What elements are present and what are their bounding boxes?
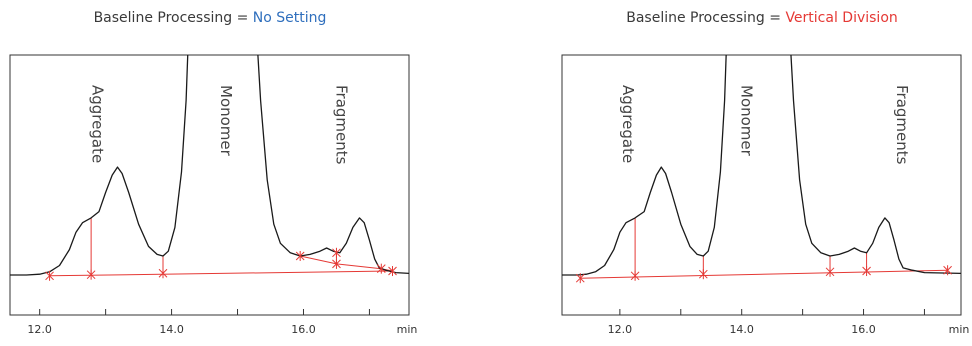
integration-marker <box>630 270 640 281</box>
x-tick-label: 12.0 <box>27 323 52 336</box>
plot-frame <box>9 54 410 316</box>
x-tick-label: 12.0 <box>608 323 633 336</box>
peak-label: Monomer <box>217 85 235 157</box>
integration-marker <box>943 265 952 276</box>
plot-area <box>10 55 409 281</box>
plot-area <box>562 55 961 284</box>
integration-marker <box>45 270 54 281</box>
peak-label: Aggregate <box>619 85 637 163</box>
peak-label: Fragments <box>333 85 351 165</box>
chart-panel-no-setting: Baseline Processing = No Setting 12.0 14.… <box>0 0 420 346</box>
chart-title-value: No Setting <box>252 10 327 26</box>
plot-frame <box>561 54 962 316</box>
baseline-segment <box>49 270 393 277</box>
integration-marker <box>862 266 871 277</box>
peak-label: Monomer <box>738 85 756 157</box>
x-axis-unit-label: min <box>397 323 418 336</box>
baseline-segment <box>300 255 393 272</box>
chart-title: Baseline Processing = Vertical Division <box>552 10 972 26</box>
integration-marker <box>825 266 835 277</box>
chromatogram-plot: 12.0 14.0 16.0 min Aggregate Monomer Fragments <box>561 54 970 336</box>
x-tick-label: 16.0 <box>291 323 316 336</box>
chart-title-prefix: Baseline Processing = <box>93 10 253 26</box>
peak-label: Aggregate <box>88 85 106 163</box>
integration-marker <box>332 247 341 258</box>
chart-title-prefix: Baseline Processing = <box>626 10 786 26</box>
x-tick-label: 16.0 <box>851 323 876 336</box>
chart-title-value: Vertical Division <box>785 10 898 26</box>
chromatogram-plot: 12.0 14.0 16.0 min Aggregate Monomer Fragments <box>9 54 418 336</box>
chart-title: Baseline Processing = No Setting <box>0 10 420 26</box>
integration-marker <box>295 250 305 261</box>
integration-marker <box>698 269 708 280</box>
chromatogram-trace <box>10 55 409 276</box>
integration-marker <box>388 266 397 277</box>
integration-marker <box>86 269 96 280</box>
integration-marker <box>575 273 585 284</box>
x-tick-label: 14.0 <box>729 323 754 336</box>
x-axis-unit-label: min <box>949 323 970 336</box>
chart-panel-vertical-division: Baseline Processing = Vertical Division … <box>552 0 972 346</box>
x-tick-label: 14.0 <box>159 323 184 336</box>
peak-label: Fragments <box>893 85 911 165</box>
baseline-segment <box>580 269 948 279</box>
integration-marker <box>158 268 168 279</box>
chromatogram-trace <box>562 55 961 276</box>
integration-marker <box>332 258 341 269</box>
integration-marker <box>376 263 386 274</box>
